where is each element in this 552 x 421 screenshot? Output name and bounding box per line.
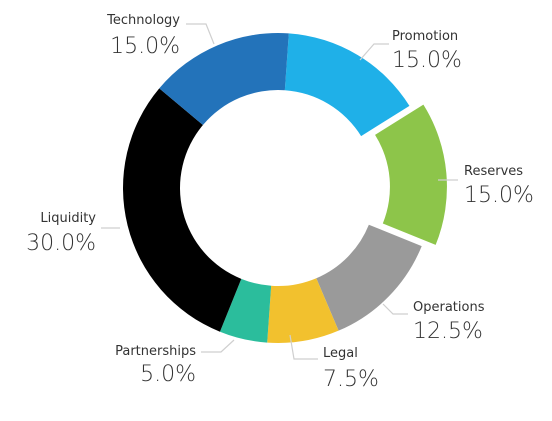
slice-operations — [316, 224, 422, 331]
slice-value-promotion: 15.0% — [392, 48, 462, 73]
slice-label-promotion: Promotion — [392, 29, 458, 44]
slice-value-partnerships: 5.0% — [140, 362, 196, 387]
leader-line-operations — [382, 303, 408, 315]
labels-group: Promotion 15.0% Reserves 15.0% Operations 12.… — [26, 13, 534, 392]
slice-label-technology: Technology — [106, 13, 180, 28]
slice-technology — [159, 33, 289, 126]
slice-label-partnerships: Partnerships — [115, 344, 196, 359]
slice-label-operations: Operations — [413, 300, 485, 315]
slice-label-reserves: Reserves — [464, 164, 523, 179]
slice-value-legal: 7.5% — [323, 367, 379, 392]
slice-value-operations: 12.5% — [413, 319, 483, 344]
leaders-group — [101, 23, 458, 360]
leader-line-legal — [289, 334, 318, 360]
leader-line-partnerships — [201, 339, 235, 353]
slice-value-liquidity: 30.0% — [26, 231, 96, 256]
slice-promotion — [284, 33, 410, 137]
slice-legal — [267, 278, 339, 343]
slice-value-reserves: 15.0% — [464, 183, 534, 208]
leader-line-promotion — [359, 43, 389, 61]
slice-reserves — [375, 104, 447, 245]
slices-group — [122, 33, 447, 343]
slice-partnerships — [219, 278, 272, 343]
slice-liquidity — [122, 88, 242, 332]
slice-label-legal: Legal — [323, 346, 358, 361]
slice-label-liquidity: Liquidity — [40, 211, 96, 226]
slice-value-technology: 15.0% — [110, 34, 180, 59]
leader-line-technology — [186, 23, 215, 45]
